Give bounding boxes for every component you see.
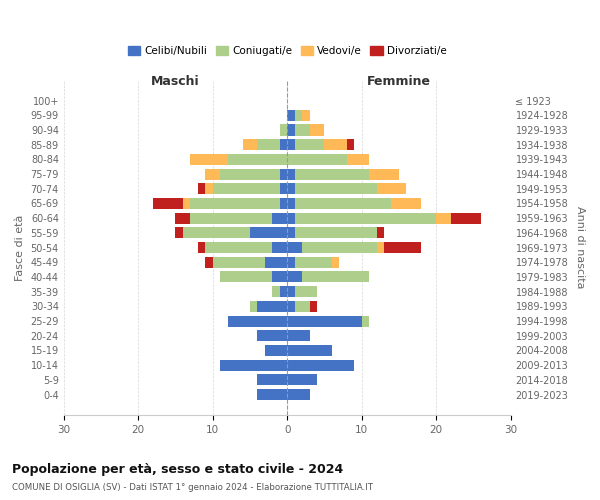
Bar <box>347 154 369 165</box>
Bar <box>272 272 287 282</box>
Bar <box>369 168 399 179</box>
Bar <box>302 272 369 282</box>
Bar <box>198 242 205 253</box>
Y-axis label: Fasce di età: Fasce di età <box>15 214 25 280</box>
Bar <box>295 184 377 194</box>
Bar <box>280 168 287 179</box>
Bar <box>347 139 354 150</box>
Bar <box>295 228 377 238</box>
Bar <box>190 212 272 224</box>
Bar <box>280 286 287 297</box>
Bar <box>295 301 310 312</box>
Bar <box>220 360 287 370</box>
Bar <box>257 389 287 400</box>
Bar <box>213 184 280 194</box>
Text: Femmine: Femmine <box>367 75 431 88</box>
Bar <box>205 168 220 179</box>
Bar <box>436 212 451 224</box>
Bar <box>310 124 325 136</box>
Bar <box>257 330 287 341</box>
Bar <box>287 374 317 386</box>
Bar <box>287 360 354 370</box>
Bar <box>310 301 317 312</box>
Bar <box>287 139 295 150</box>
Bar <box>451 212 481 224</box>
Bar <box>242 139 257 150</box>
Bar <box>250 301 257 312</box>
Bar <box>220 272 272 282</box>
Bar <box>295 286 317 297</box>
Text: Popolazione per età, sesso e stato civile - 2024: Popolazione per età, sesso e stato civil… <box>12 462 343 475</box>
Bar <box>265 256 287 268</box>
Bar <box>287 124 295 136</box>
Bar <box>287 316 362 326</box>
Bar <box>205 242 272 253</box>
Bar <box>287 154 347 165</box>
Bar <box>295 124 310 136</box>
Bar <box>205 184 213 194</box>
Bar <box>213 256 265 268</box>
Bar <box>175 228 183 238</box>
Bar <box>295 198 391 209</box>
Bar <box>190 198 280 209</box>
Bar <box>384 242 421 253</box>
Text: COMUNE DI OSIGLIA (SV) - Dati ISTAT 1° gennaio 2024 - Elaborazione TUTTITALIA.IT: COMUNE DI OSIGLIA (SV) - Dati ISTAT 1° g… <box>12 484 373 492</box>
Bar <box>272 242 287 253</box>
Bar <box>295 168 369 179</box>
Bar <box>265 345 287 356</box>
Bar <box>257 139 280 150</box>
Bar <box>280 139 287 150</box>
Bar <box>280 124 287 136</box>
Bar <box>205 256 213 268</box>
Bar <box>377 184 406 194</box>
Bar <box>295 139 325 150</box>
Text: Maschi: Maschi <box>151 75 200 88</box>
Bar <box>287 345 332 356</box>
Bar <box>287 286 295 297</box>
Bar <box>287 389 310 400</box>
Bar <box>325 139 347 150</box>
Bar <box>362 316 369 326</box>
Bar <box>287 272 302 282</box>
Bar <box>287 110 295 121</box>
Bar <box>287 256 295 268</box>
Bar <box>332 256 340 268</box>
Bar <box>190 154 227 165</box>
Bar <box>377 242 384 253</box>
Bar <box>287 212 295 224</box>
Bar <box>250 228 287 238</box>
Bar <box>257 374 287 386</box>
Bar <box>153 198 183 209</box>
Bar <box>227 316 287 326</box>
Bar <box>295 212 436 224</box>
Bar <box>272 286 280 297</box>
Bar <box>272 212 287 224</box>
Bar <box>287 301 295 312</box>
Bar <box>175 212 190 224</box>
Bar <box>287 242 302 253</box>
Bar <box>295 110 302 121</box>
Bar <box>302 242 377 253</box>
Bar <box>280 184 287 194</box>
Bar <box>183 198 190 209</box>
Bar <box>287 184 295 194</box>
Bar <box>280 198 287 209</box>
Legend: Celibi/Nubili, Coniugati/e, Vedovi/e, Divorziati/e: Celibi/Nubili, Coniugati/e, Vedovi/e, Di… <box>124 42 451 60</box>
Bar <box>287 228 295 238</box>
Bar <box>198 184 205 194</box>
Bar <box>391 198 421 209</box>
Bar <box>227 154 287 165</box>
Bar <box>302 110 310 121</box>
Bar <box>287 168 295 179</box>
Bar <box>287 330 310 341</box>
Bar <box>377 228 384 238</box>
Bar <box>287 198 295 209</box>
Y-axis label: Anni di nascita: Anni di nascita <box>575 206 585 289</box>
Bar <box>257 301 287 312</box>
Bar <box>220 168 280 179</box>
Bar <box>295 256 332 268</box>
Bar <box>183 228 250 238</box>
